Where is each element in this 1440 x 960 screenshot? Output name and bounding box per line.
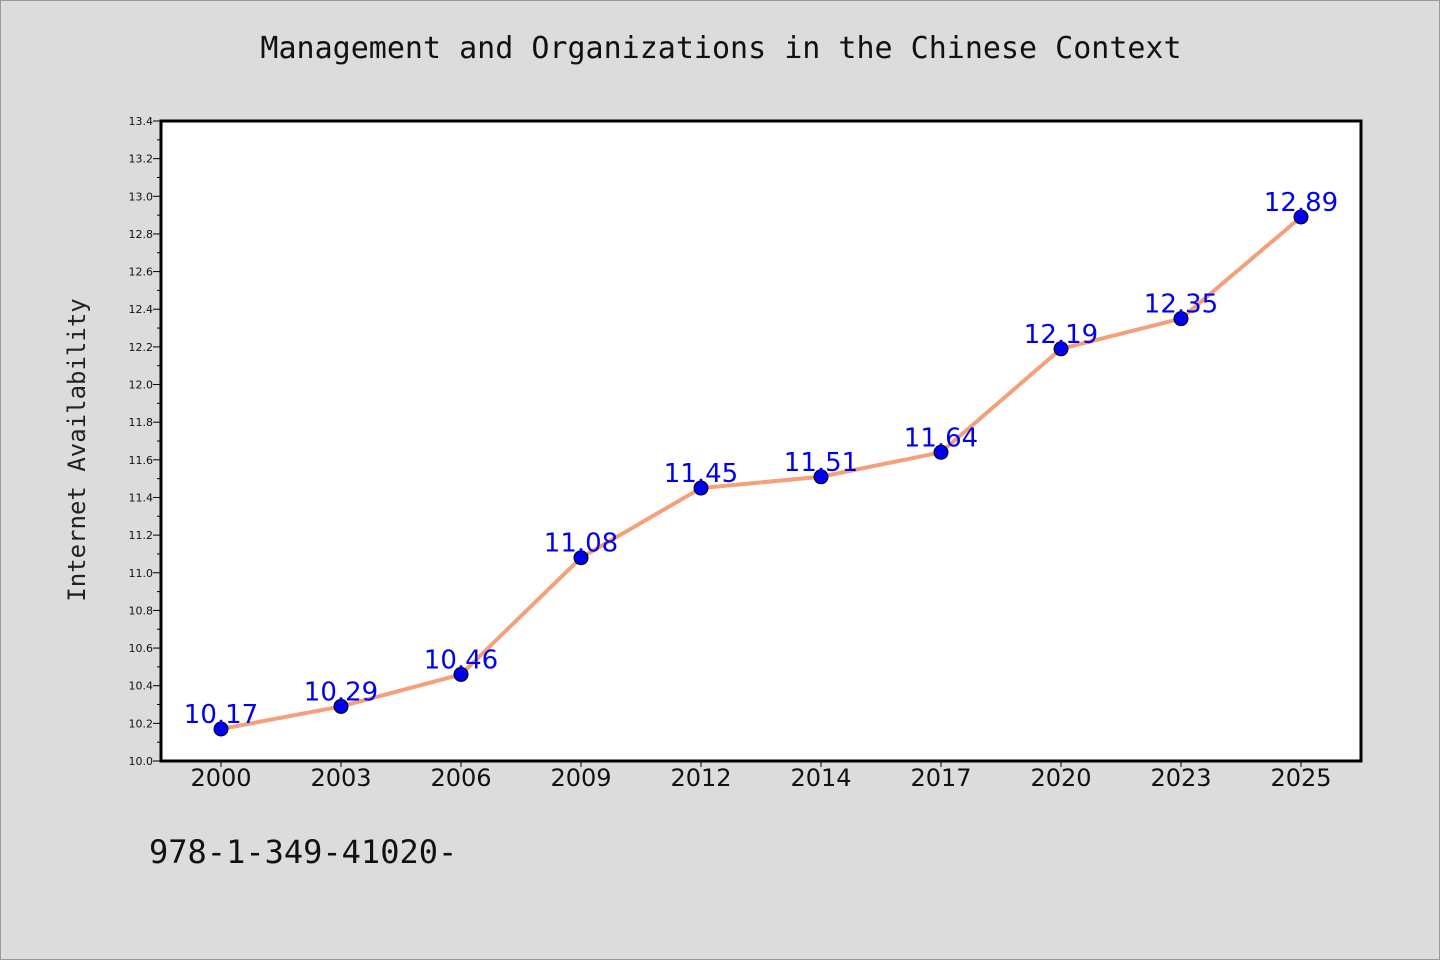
- data-point: [1173, 311, 1189, 327]
- x-tick-label: 2014: [790, 764, 851, 792]
- chart-title: Management and Organizations in the Chin…: [260, 31, 1182, 66]
- y-tick-label: 12.0: [129, 379, 154, 392]
- y-tick-label: 11.2: [129, 529, 154, 542]
- series-group: [213, 209, 1309, 737]
- x-tick-label: 2009: [550, 764, 611, 792]
- data-label: 11.08: [544, 529, 618, 559]
- data-point: [573, 550, 589, 566]
- series-line: [219, 215, 1303, 731]
- y-tick-label: 12.8: [129, 228, 154, 241]
- data-point: [1053, 341, 1069, 357]
- data-label: 11.51: [784, 448, 858, 478]
- data-label: 10.17: [184, 700, 258, 730]
- data-point: [813, 469, 829, 485]
- data-point: [693, 480, 709, 496]
- y-tick-label: 13.2: [129, 153, 154, 166]
- data-point: [1293, 209, 1309, 225]
- data-labels: 10.17 10.29 10.46 11.08 11.45 11.51 11.64 12.19…: [184, 188, 1338, 730]
- y-tick-label: 13.4: [129, 115, 154, 128]
- x-tick-label: 2012: [670, 764, 731, 792]
- x-tick-label: 2020: [1030, 764, 1091, 792]
- x-tick-label: 2025: [1270, 764, 1331, 792]
- isbn-footer: 978-1-349-41020-: [149, 833, 458, 871]
- y-tick-label: 12.2: [129, 341, 154, 354]
- y-tick-label: 10.8: [129, 604, 154, 617]
- y-tick-label: 13.0: [129, 190, 154, 203]
- y-tick-label: 11.8: [129, 416, 154, 429]
- y-tick-label: 11.4: [129, 491, 154, 504]
- y-tick-label: 10.4: [129, 680, 154, 693]
- y-tick-label: 12.4: [129, 303, 154, 316]
- data-label: 10.29: [304, 677, 378, 707]
- plot-frame: [159, 119, 1363, 763]
- data-point: [453, 666, 469, 682]
- data-point: [933, 444, 949, 460]
- data-point: [333, 698, 349, 714]
- data-label: 11.64: [904, 423, 978, 453]
- data-label: 12.89: [1264, 188, 1338, 218]
- data-label: 11.45: [664, 459, 738, 489]
- y-axis: 10.0 10.2 10.4 10.6 10.8 11.0 11.2 11.4 11.6 11.8…: [129, 115, 161, 768]
- x-tick-label: 2003: [310, 764, 371, 792]
- plot-area: [161, 121, 1361, 761]
- x-tick-label: 2006: [430, 764, 491, 792]
- x-axis: 2000 2003 2006 2009 2012 2014 2017 2020 2023 2025: [190, 761, 1332, 792]
- x-tick-label: 2000: [190, 764, 251, 792]
- y-tick-label: 10.0: [129, 755, 154, 768]
- y-tick-label: 12.6: [129, 266, 154, 279]
- data-label: 12.35: [1144, 290, 1218, 320]
- y-tick-label: 10.2: [129, 717, 154, 730]
- data-point: [213, 721, 229, 737]
- data-label: 10.46: [424, 645, 498, 675]
- x-tick-label: 2017: [910, 764, 971, 792]
- x-tick-label: 2023: [1150, 764, 1211, 792]
- y-tick-label: 11.0: [129, 567, 154, 580]
- y-tick-label: 11.6: [129, 454, 154, 467]
- y-tick-label: 10.6: [129, 642, 154, 655]
- data-label: 12.19: [1024, 320, 1098, 350]
